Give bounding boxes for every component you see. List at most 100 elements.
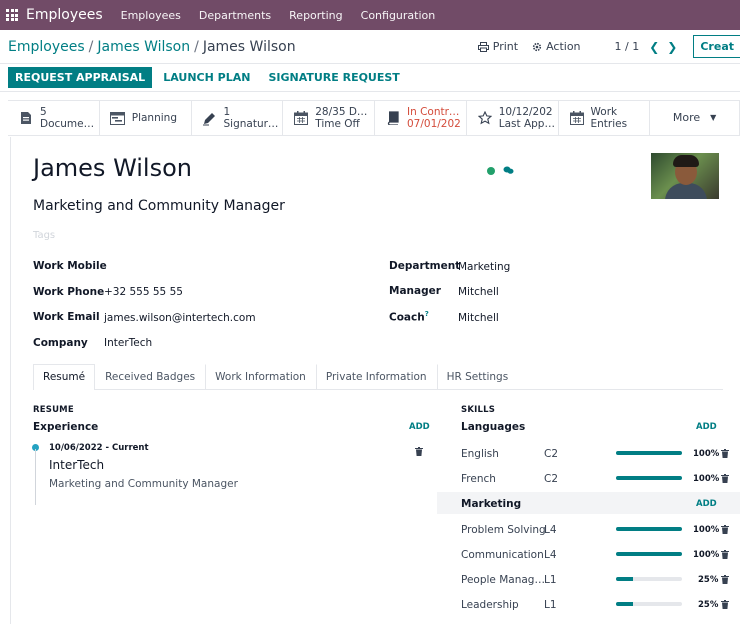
employee-avatar[interactable] (651, 153, 719, 199)
skill-group-languages: Languages (461, 421, 526, 433)
skill-name[interactable]: People Manag… (461, 574, 545, 586)
calendar-icon (293, 110, 309, 126)
add-resume-line-button[interactable]: ADD (409, 422, 430, 432)
breadcrumb-separator: / (88, 38, 94, 55)
menu-departments[interactable]: Departments (198, 8, 272, 22)
launch-plan-button[interactable]: LAUNCH PLAN (163, 71, 251, 84)
create-button[interactable]: Creat (693, 35, 740, 58)
more-smart-button[interactable]: More ▼ (650, 101, 740, 135)
work-entries-line2: Entries (590, 118, 628, 130)
documents-label: Docume… (40, 118, 95, 130)
form-tabs: Resumé Received Badges Work Information … (33, 364, 723, 390)
skill-name[interactable]: Problem Solving (461, 524, 546, 536)
print-button[interactable]: Print (477, 40, 518, 53)
work-entries-smart-button[interactable]: Work Entries (559, 101, 651, 135)
breadcrumb-parent-record[interactable]: James Wilson (97, 38, 191, 55)
timeline-line (35, 449, 36, 505)
contract-status: In Contr… (407, 106, 460, 118)
signature-smart-button[interactable]: 1 Signatur… (192, 101, 284, 135)
skill-level: C2 (544, 448, 559, 460)
documents-smart-button[interactable]: 5 Docume… (8, 101, 100, 135)
last-appraisal-smart-button[interactable]: 10/12/202 Last App… (467, 101, 559, 135)
star-icon (477, 110, 493, 126)
apps-menu-icon[interactable] (6, 9, 18, 21)
employee-job-title[interactable]: Marketing and Community Manager (33, 198, 285, 214)
time-off-smart-button[interactable]: 28/35 D… Time Off (283, 101, 375, 135)
more-label: More (672, 111, 701, 124)
book-icon (385, 110, 401, 126)
skill-group-header-bg (437, 492, 740, 514)
pager-previous-icon[interactable]: ❮ (649, 39, 660, 54)
trash-icon[interactable] (721, 600, 729, 609)
app-name[interactable]: Employees (26, 7, 103, 23)
tab-hr-settings[interactable]: HR Settings (436, 364, 519, 389)
add-language-skill-button[interactable]: ADD (696, 422, 717, 432)
trash-icon[interactable] (721, 525, 729, 534)
documents-count: 5 (40, 106, 47, 118)
work-email-field[interactable]: james.wilson@intertech.com (104, 312, 256, 324)
signature-count: 1 (223, 106, 231, 118)
coach-field[interactable]: Mitchell (458, 312, 499, 324)
tab-work-information[interactable]: Work Information (205, 364, 316, 389)
skill-level: L1 (544, 599, 557, 611)
trash-icon[interactable] (721, 474, 729, 483)
skill-name[interactable]: French (461, 473, 496, 485)
menu-configuration[interactable]: Configuration (360, 8, 436, 22)
department-label: Department (389, 260, 461, 272)
tab-received-badges[interactable]: Received Badges (105, 371, 196, 383)
statusbar: REQUEST APPRAISAL LAUNCH PLAN SIGNATURE … (0, 64, 740, 92)
signature-request-button[interactable]: SIGNATURE REQUEST (268, 71, 400, 84)
pager-value[interactable]: 1 / 1 (614, 40, 640, 53)
add-marketing-skill-button[interactable]: ADD (696, 499, 717, 509)
skill-progress-bar (616, 527, 682, 531)
smart-buttons-bar: 5 Docume… Planning 1 Signatur… 28/35 D… Tim… (8, 100, 740, 136)
planning-smart-button[interactable]: Planning (100, 101, 192, 135)
skill-percent: 25% (698, 575, 719, 585)
work-email-label: Work Email (33, 311, 100, 323)
work-phone-field[interactable]: +32 555 55 55 (104, 286, 183, 298)
tab-resume[interactable]: Resumé (33, 364, 96, 390)
tab-private-information[interactable]: Private Information (315, 364, 437, 389)
skill-name[interactable]: Leadership (461, 599, 519, 611)
coach-help-icon[interactable]: ? (424, 310, 429, 318)
signature-label: Signatur… (223, 118, 279, 130)
skill-name[interactable]: English (461, 448, 499, 460)
skill-percent: 100% (693, 550, 720, 560)
skill-name[interactable]: Communication (461, 549, 544, 561)
company-field[interactable]: InterTech (104, 337, 153, 349)
trash-icon[interactable] (721, 575, 729, 584)
skill-level: C2 (544, 473, 559, 485)
trash-icon[interactable] (721, 550, 729, 559)
trash-icon[interactable] (415, 447, 423, 456)
breadcrumb-employees[interactable]: Employees (8, 38, 85, 55)
time-off-value: 28/35 D… (315, 106, 368, 118)
skill-progress-bar (616, 577, 682, 581)
employee-name[interactable]: James Wilson (33, 154, 192, 182)
planning-icon (110, 110, 126, 126)
skill-percent: 100% (693, 449, 720, 459)
breadcrumb-separator: / (194, 38, 199, 55)
action-button[interactable]: Action (532, 40, 581, 53)
trash-icon[interactable] (721, 449, 729, 458)
menu-reporting[interactable]: Reporting (289, 8, 343, 22)
coach-label-text: Coach (389, 311, 425, 324)
manager-field[interactable]: Mitchell (458, 286, 499, 298)
contract-smart-button[interactable]: In Contr… 07/01/202 (375, 101, 467, 135)
resume-section-title: RESUME (33, 405, 74, 415)
contract-date: 07/01/202 (407, 118, 461, 130)
skill-percent: 100% (693, 474, 720, 484)
resume-entry-company[interactable]: InterTech (49, 458, 105, 472)
resume-entry-dates: 10/06/2022 - Current (49, 443, 149, 453)
timeline-dot (32, 444, 39, 451)
presence-status-dot (487, 167, 495, 175)
chat-icon[interactable] (503, 165, 514, 178)
skill-group-marketing: Marketing (461, 498, 522, 510)
request-appraisal-button[interactable]: REQUEST APPRAISAL (8, 67, 153, 88)
pager-next-icon[interactable]: ❯ (667, 39, 678, 54)
menu-employees[interactable]: Employees (120, 8, 181, 22)
manager-label: Manager (389, 285, 441, 297)
tags-input[interactable]: Tags (33, 230, 56, 241)
time-off-label: Time Off (315, 118, 360, 130)
department-field[interactable]: Marketing (458, 261, 511, 273)
file-icon (18, 110, 34, 126)
